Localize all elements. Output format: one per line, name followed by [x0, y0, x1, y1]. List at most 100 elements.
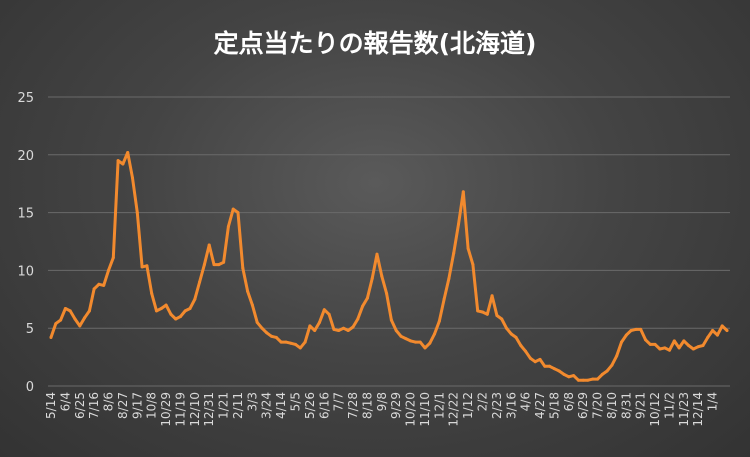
data-point [222, 260, 226, 264]
data-point [533, 360, 537, 364]
data-point [78, 324, 82, 328]
data-point [423, 346, 427, 350]
x-tick-label: 11/2 [662, 392, 676, 419]
data-point [92, 287, 96, 291]
data-point [59, 318, 63, 322]
data-point [159, 307, 163, 310]
x-tick-label: 4/14 [274, 392, 288, 419]
x-tick-label: 10/12 [648, 392, 662, 427]
x-tick-label: 10/29 [159, 392, 173, 427]
x-tick-label: 6/25 [73, 392, 87, 419]
data-point [715, 333, 719, 337]
data-point [389, 318, 393, 322]
data-point [198, 280, 202, 284]
data-point [567, 375, 571, 379]
data-point [629, 329, 633, 332]
x-tick-label: 6/29 [576, 392, 590, 419]
y-tick-label: 10 [17, 264, 34, 279]
data-point [131, 176, 134, 180]
data-point [332, 327, 336, 331]
data-point [639, 327, 643, 331]
data-point [155, 309, 158, 313]
data-point [265, 331, 269, 335]
data-point [83, 316, 87, 320]
x-tick-label: 2/2 [475, 392, 489, 411]
x-tick-label: 1/21 [217, 392, 231, 419]
data-point [471, 263, 475, 267]
data-point [169, 312, 173, 316]
data-point [212, 263, 216, 267]
x-tick-label: 9/21 [634, 392, 648, 419]
data-point [68, 309, 72, 313]
data-point [725, 329, 729, 332]
x-tick-label: 2/23 [490, 392, 504, 419]
data-point [97, 282, 101, 286]
x-tick-label: 3/16 [504, 392, 518, 419]
x-tick-label: 8/18 [360, 392, 374, 419]
data-point [279, 340, 283, 344]
data-point [615, 354, 619, 358]
data-point [145, 264, 149, 268]
data-point [481, 310, 484, 314]
data-point [672, 339, 676, 343]
data-point [193, 297, 197, 301]
data-point [385, 292, 389, 295]
data-point [509, 332, 513, 336]
x-tick-label: 11/19 [173, 392, 187, 427]
data-point [174, 317, 178, 321]
chart-title: 定点当たりの報告数(北海道) [214, 29, 537, 58]
data-point [289, 341, 293, 345]
x-tick-label: 11/10 [418, 392, 432, 427]
data-point [178, 315, 182, 319]
x-tick-label: 10/8 [145, 392, 159, 419]
x-tick-label: 7/28 [346, 392, 360, 419]
data-point [413, 340, 417, 344]
data-point [653, 342, 657, 346]
x-tick-label: 10/20 [404, 392, 418, 427]
data-point [447, 277, 451, 280]
data-point [495, 314, 499, 317]
data-point [246, 289, 250, 293]
x-tick-label: 4/6 [519, 392, 533, 411]
data-point [207, 243, 211, 247]
data-point [696, 345, 700, 349]
data-point [591, 377, 595, 381]
y-tick-label: 5 [26, 322, 34, 337]
data-point [490, 294, 494, 298]
data-point [126, 151, 130, 154]
data-point [442, 297, 446, 301]
data-point [226, 225, 230, 228]
data-point [600, 372, 604, 376]
x-tick-label: 11/23 [677, 392, 691, 427]
x-tick-label: 1/4 [706, 392, 720, 411]
data-point [284, 340, 288, 344]
data-point [605, 369, 609, 373]
data-point [380, 274, 384, 278]
data-point [394, 329, 398, 332]
data-point [375, 252, 379, 256]
data-point [677, 346, 681, 350]
data-point [720, 324, 724, 328]
data-point [298, 346, 302, 350]
data-point [63, 307, 67, 310]
x-tick-label: 12/22 [447, 392, 461, 427]
data-point [687, 344, 691, 347]
data-point [150, 292, 154, 295]
y-tick-label: 15 [17, 207, 34, 222]
data-point [663, 346, 667, 350]
data-point [457, 222, 460, 226]
data-point [135, 211, 139, 215]
data-point [313, 329, 317, 332]
data-point [576, 378, 580, 382]
data-point [466, 246, 470, 250]
data-point [322, 308, 326, 312]
data-point [428, 341, 432, 345]
data-point [294, 342, 297, 346]
data-point [548, 364, 552, 368]
data-point [476, 309, 480, 313]
data-point [620, 340, 623, 344]
data-point [586, 378, 590, 382]
data-point [648, 342, 652, 346]
y-axis-ticks: 0 5 10 15 20 25 [17, 91, 34, 395]
data-point [701, 344, 705, 347]
